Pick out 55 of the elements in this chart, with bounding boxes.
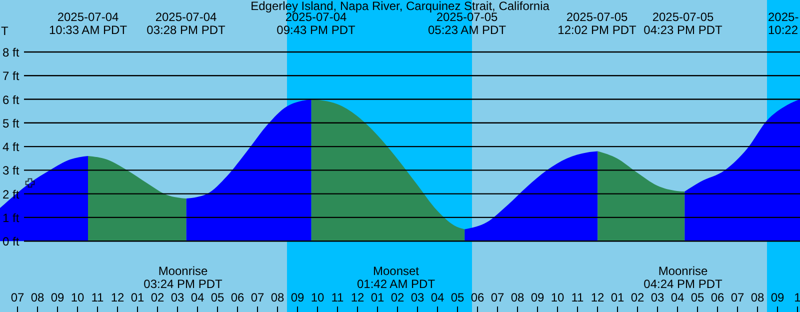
x-tick-label: 10: [310, 290, 324, 304]
x-tick-label: 04: [670, 290, 684, 304]
x-tick-label: 06: [230, 290, 244, 304]
x-tick-label: 03: [170, 290, 184, 304]
x-tick-label: 01: [370, 290, 384, 304]
y-tick-label: 4 ft: [2, 140, 20, 154]
annotation: 2025-07-05 04:23 PM PDT: [644, 10, 724, 37]
y-tick-label: 1 ft: [2, 210, 20, 225]
annotation: Moonrise 03:24 PM PDT: [144, 264, 224, 291]
annotation: 2025-07-05 12:02 PM PDT: [558, 10, 638, 37]
y-tick-label: 7 ft: [2, 69, 20, 84]
x-tick-label: 08: [750, 290, 764, 304]
x-tick-label: 11: [91, 290, 104, 304]
annotation: 2025-07-04 03:28 PM PDT: [146, 10, 226, 37]
x-tick-label: 06: [710, 290, 724, 304]
x-tick-label: 1: [794, 290, 800, 304]
x-tick-label: 10: [70, 290, 84, 304]
annotation: 2025-07-04 10:33 AM PDT: [48, 10, 128, 37]
x-tick-label: 11: [571, 290, 584, 304]
x-tick-label: 01: [610, 290, 624, 304]
x-tick-label: 12: [110, 290, 124, 304]
x-tick-label: 09: [50, 290, 64, 304]
x-tick-label: 12: [590, 290, 604, 304]
x-tick-label: 04: [430, 290, 444, 304]
x-tick-label: 09: [770, 290, 784, 304]
x-tick-label: 09: [290, 290, 304, 304]
x-tick-label: 07: [730, 290, 744, 304]
x-tick-label: 08: [30, 290, 44, 304]
x-tick-label: 07: [490, 290, 504, 304]
x-tick-label: 10: [550, 290, 564, 304]
x-tick-label: 08: [510, 290, 524, 304]
x-tick-label: 02: [150, 290, 164, 304]
x-tick-label: 08: [270, 290, 284, 304]
x-tick-label: 11: [331, 290, 344, 304]
annotation: 2025- 10:22: [768, 10, 799, 37]
x-tick-label: 07: [10, 290, 24, 304]
y-tick-label: 6 ft: [2, 92, 20, 107]
x-tick-label: 03: [410, 290, 424, 304]
x-tick-label: 05: [450, 290, 464, 304]
x-tick-label: 05: [690, 290, 704, 304]
y-tick-label: 5 ft: [2, 116, 20, 130]
x-tick-label: 07: [250, 290, 264, 304]
x-tick-label: 04: [190, 290, 204, 304]
x-tick-label: 02: [630, 290, 644, 304]
y-tick-label: 8 ft: [2, 46, 20, 60]
y-tick-label: 3 ft: [2, 164, 20, 178]
annotation: Moonset 01:42 AM PDT: [356, 264, 436, 291]
x-tick-label: 01: [130, 290, 144, 304]
x-tick-label: 12: [350, 290, 364, 304]
annotation: Moonrise 04:24 PM PDT: [644, 264, 724, 291]
x-tick-label: 09: [530, 290, 544, 304]
x-tick-label: 02: [390, 290, 404, 304]
x-tick-label: 03: [650, 290, 664, 304]
annotation: T: [1, 24, 9, 38]
x-tick-label: 05: [210, 290, 224, 304]
